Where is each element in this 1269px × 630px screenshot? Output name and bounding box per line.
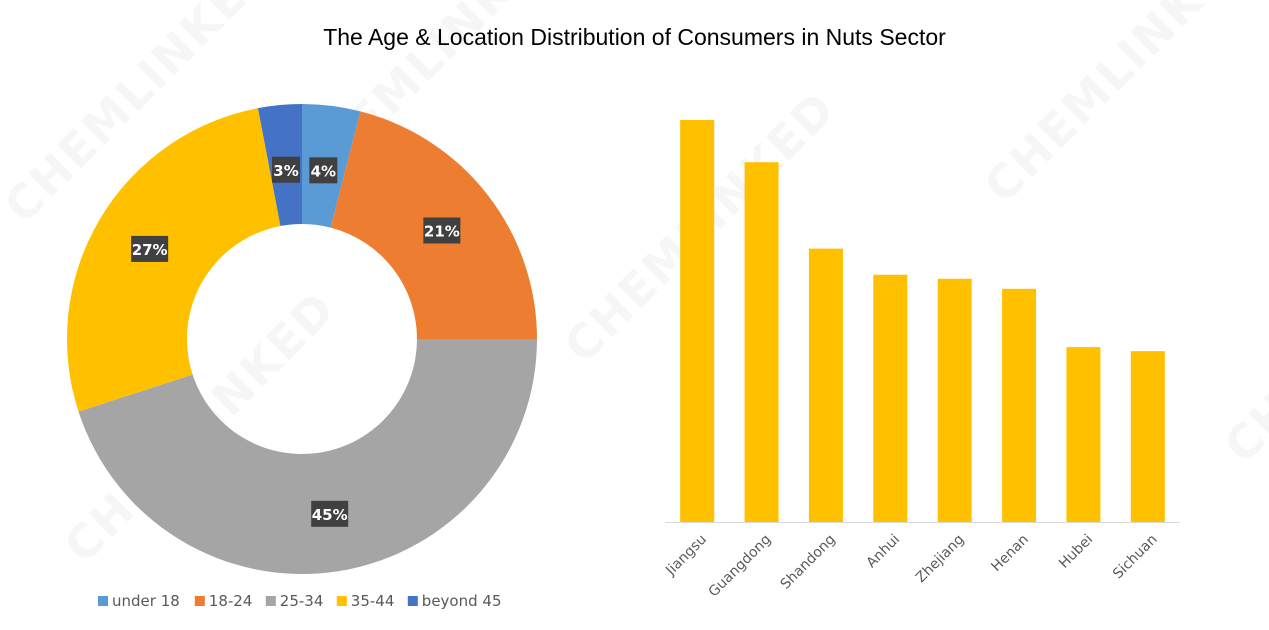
legend-item-under-18: under 18 <box>98 592 180 610</box>
x-tick-label: Anhui <box>863 532 903 572</box>
donut-data-label: 3% <box>272 156 301 183</box>
x-tick-label: Hubei <box>1056 532 1096 572</box>
donut-slice-35-44 <box>67 108 281 412</box>
donut-data-label: 45% <box>311 500 349 527</box>
x-tick-label: Sichuan <box>1110 532 1161 583</box>
x-tick-label: Henan <box>988 532 1031 575</box>
bar-jiangsu <box>680 120 715 522</box>
svg-text:25-34: 25-34 <box>280 592 324 610</box>
donut-data-label: 27% <box>131 235 169 262</box>
bar-sichuan <box>1130 351 1165 522</box>
donut-slice-25-34 <box>78 339 538 574</box>
svg-text:18-24: 18-24 <box>209 592 253 610</box>
svg-text:3%: 3% <box>273 162 298 180</box>
svg-text:35-44: 35-44 <box>351 592 395 610</box>
bar-hubei <box>1066 347 1101 522</box>
x-tick-label: Guangdong <box>706 532 775 601</box>
chart-title: The Age & Location Distribution of Consu… <box>323 24 946 50</box>
legend-item-35-44: 35-44 <box>336 592 395 610</box>
donut-data-label: 21% <box>423 217 461 244</box>
donut-data-label: 4% <box>309 157 338 184</box>
svg-text:beyond 45: beyond 45 <box>422 592 502 610</box>
x-tick-label: Jiangsu <box>662 532 710 580</box>
svg-text:45%: 45% <box>312 506 348 524</box>
x-tick-label: Zhejiang <box>913 532 968 587</box>
legend-item-beyond-45: beyond 45 <box>407 592 502 610</box>
bar-anhui <box>873 274 908 522</box>
donut-chart: 4% 21% 45% 27% 3% <box>67 104 538 574</box>
legend-item-25-34: 25-34 <box>265 592 324 610</box>
bar-shandong <box>808 248 843 522</box>
legend-item-18-24: 18-24 <box>194 592 253 610</box>
svg-text:21%: 21% <box>424 223 460 241</box>
x-tick-label: Shandong <box>778 532 839 593</box>
svg-text:27%: 27% <box>132 241 168 259</box>
donut-legend: under 18 18-24 25-34 35-44 beyond 45 <box>98 592 501 610</box>
bar-zhejiang <box>937 278 972 522</box>
bar-henan <box>1002 288 1037 522</box>
svg-text:4%: 4% <box>311 162 336 180</box>
bar-guangdong <box>744 162 779 522</box>
svg-text:under 18: under 18 <box>112 592 180 610</box>
